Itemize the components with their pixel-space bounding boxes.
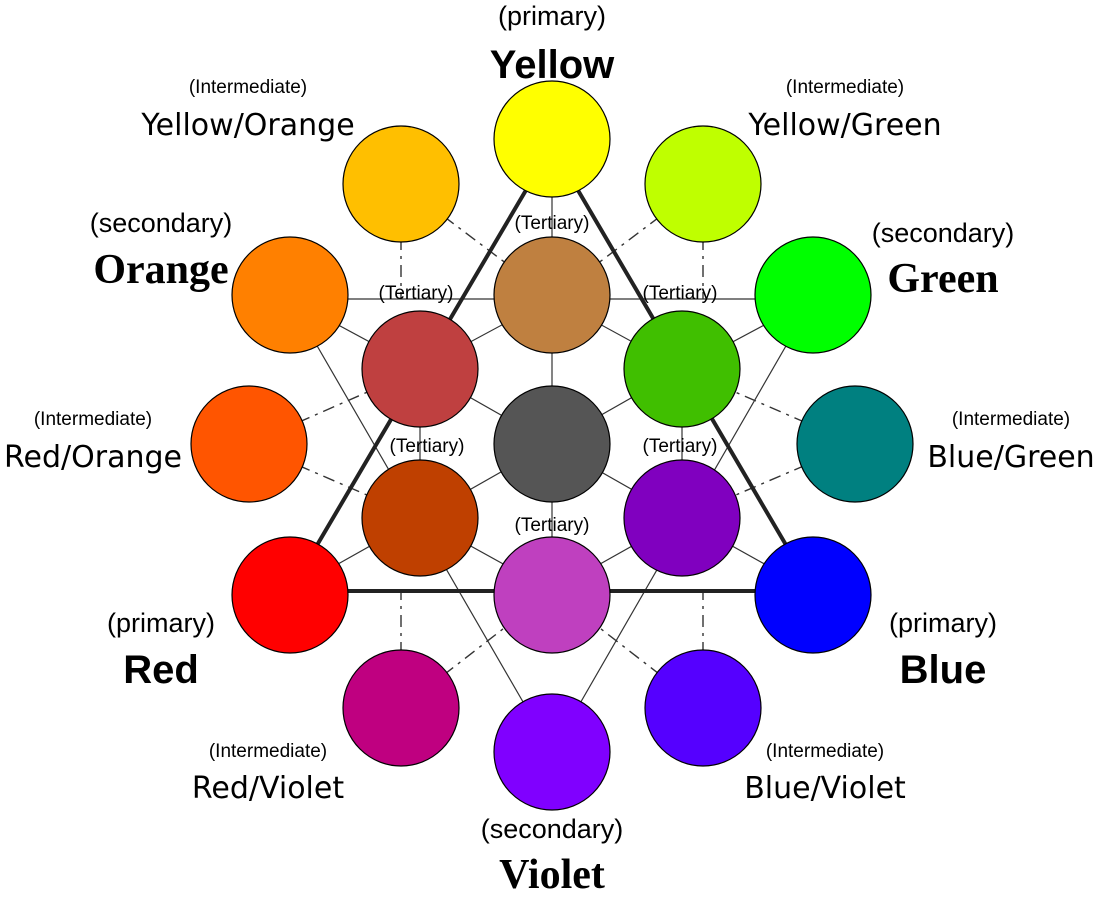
label-red-violet: (Intermediate) Red/Violet xyxy=(192,741,344,806)
label-yellow-green-name: Yellow/Green xyxy=(747,108,941,143)
label-yellow-sub: (primary) xyxy=(498,1,606,31)
label-red-orange-name: Red/Orange xyxy=(4,440,182,475)
label-red: (primary) Red xyxy=(107,608,215,692)
swatch-blue xyxy=(754,536,872,654)
swatch-red-violet xyxy=(342,649,460,767)
label-violet-name: Violet xyxy=(499,852,605,898)
swatch-yellow xyxy=(493,80,611,198)
label-yellow-name: Yellow xyxy=(490,43,615,87)
swatch-red-orange xyxy=(190,385,308,503)
tertiary-label-upper-right: (Tertiary) xyxy=(643,283,718,304)
label-red-name: Red xyxy=(123,648,199,692)
label-yellow-green-sub: (Intermediate) xyxy=(786,77,904,98)
label-blue: (primary) Blue xyxy=(889,608,997,692)
swatch-violet xyxy=(493,693,611,811)
label-yellow-orange: (Intermediate) Yellow/Orange xyxy=(140,77,354,143)
label-red-orange: (Intermediate) Red/Orange xyxy=(4,409,182,475)
swatch-tertiary-lower-left xyxy=(361,459,479,577)
label-red-violet-name: Red/Violet xyxy=(192,771,344,806)
label-blue-green: (Intermediate) Blue/Green xyxy=(927,409,1094,475)
label-violet: (secondary) Violet xyxy=(481,814,624,898)
label-orange: (secondary) Orange xyxy=(90,208,233,293)
label-green: (secondary) Green xyxy=(872,218,1015,302)
label-green-sub: (secondary) xyxy=(872,218,1015,248)
label-red-orange-sub: (Intermediate) xyxy=(34,409,152,430)
outer-ring xyxy=(190,80,914,811)
swatch-tertiary-lower-right xyxy=(623,459,741,577)
swatch-tertiary-bottom xyxy=(493,536,611,654)
inner-ring xyxy=(361,236,741,654)
label-red-sub: (primary) xyxy=(107,608,215,638)
tertiary-label-top: (Tertiary) xyxy=(515,213,590,234)
swatch-tertiary-top xyxy=(493,236,611,354)
label-orange-sub: (secondary) xyxy=(90,208,233,238)
label-blue-violet: (Intermediate) Blue/Violet xyxy=(744,741,906,806)
label-green-name: Green xyxy=(887,256,998,302)
swatch-center xyxy=(493,385,611,503)
swatch-blue-violet xyxy=(644,649,762,767)
swatch-yellow-orange xyxy=(342,125,460,243)
label-violet-sub: (secondary) xyxy=(481,814,624,844)
label-blue-name: Blue xyxy=(900,648,987,692)
label-blue-violet-sub: (Intermediate) xyxy=(766,741,884,762)
label-blue-sub: (primary) xyxy=(889,608,997,638)
swatch-yellow-green xyxy=(644,125,762,243)
swatch-blue-green xyxy=(796,385,914,503)
tertiary-label-lower-right: (Tertiary) xyxy=(643,436,718,457)
swatch-green xyxy=(754,236,872,354)
tertiary-label-bottom: (Tertiary) xyxy=(515,515,590,536)
label-yellow-orange-sub: (Intermediate) xyxy=(189,77,307,98)
label-yellow-green: (Intermediate) Yellow/Green xyxy=(747,77,941,143)
swatch-tertiary-upper-right xyxy=(623,310,741,428)
swatch-red xyxy=(231,536,349,654)
tertiary-label-lower-left: (Tertiary) xyxy=(390,436,465,457)
label-red-violet-sub: (Intermediate) xyxy=(209,741,327,762)
label-yellow: (primary) Yellow xyxy=(490,1,615,87)
label-blue-violet-name: Blue/Violet xyxy=(744,771,906,806)
label-orange-name: Orange xyxy=(93,247,228,293)
swatch-orange xyxy=(231,236,349,354)
label-blue-green-name: Blue/Green xyxy=(927,440,1094,475)
swatch-tertiary-upper-left xyxy=(361,310,479,428)
label-blue-green-sub: (Intermediate) xyxy=(952,409,1070,430)
tertiary-label-upper-left: (Tertiary) xyxy=(379,283,454,304)
label-yellow-orange-name: Yellow/Orange xyxy=(140,108,354,143)
tertiary-labels: (Tertiary) (Tertiary) (Tertiary) (Tertia… xyxy=(379,213,718,536)
